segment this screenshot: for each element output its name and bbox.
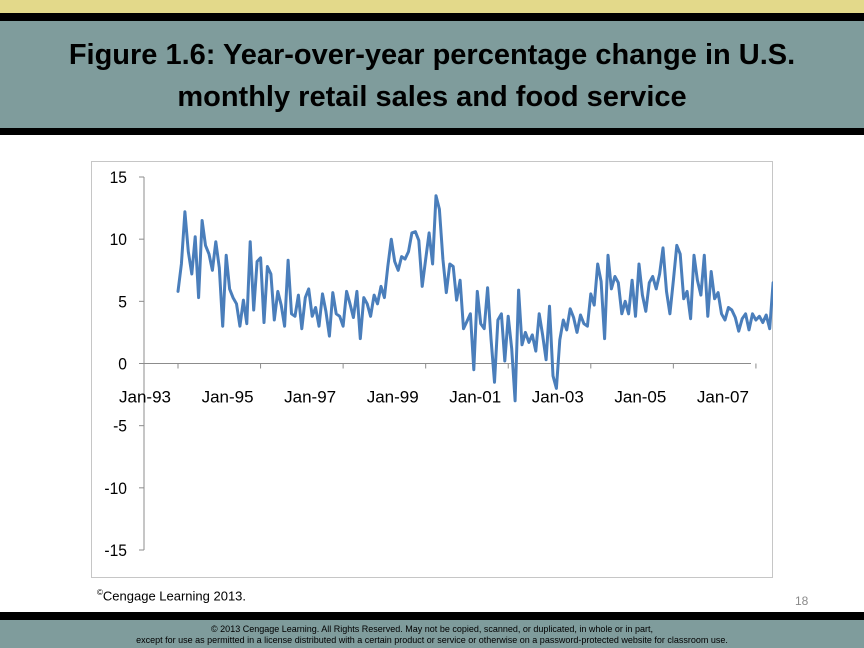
slide-title-line-1: Figure 1.6: Year-over-year percentage ch… [68,39,796,71]
y-tick-label: 15 [110,168,127,187]
x-tick-label: Jan-01 [449,388,501,407]
x-tick-label: Jan-07 [697,388,749,407]
title-banner [0,21,864,128]
title-top-rule [0,13,864,21]
copyright-symbol: © [97,588,103,597]
slide-title-line-2: monthly retail sales and food service [177,81,687,113]
x-tick-label: Jan-05 [614,388,666,407]
y-tick-label: -5 [113,417,127,436]
y-tick-label: 5 [118,293,127,312]
x-tick-label: Jan-99 [367,388,419,407]
y-tick-label: 0 [118,355,127,374]
page-number: 18 [795,594,809,608]
slide-title: Figure 1.6: Year-over-year percentage ch… [0,34,864,118]
credit-text: Cengage Learning 2013. [102,588,247,604]
y-tick-label: 10 [110,231,127,250]
top-accent-bar [0,0,864,13]
x-tick-label: Jan-95 [202,388,254,407]
footer-banner [0,620,864,648]
line-chart: 15 10 5 0 -5 -10 -15 Jan-93 Jan-95 Jan-97 Jan-99 Ja… [104,168,773,560]
x-tick-label: Jan-97 [284,388,336,407]
series-line [176,194,773,403]
x-tick-label: Jan-03 [532,388,584,407]
copyright-line-1: © 2013 Cengage Learning. All Rights Rese… [211,624,653,634]
footer-rule [0,612,864,620]
title-bottom-rule [0,128,864,135]
y-tick-label: -15 [104,541,127,560]
copyright-line-2: except for use as permitted in a license… [136,635,728,645]
x-tick-label: Jan-93 [119,388,171,407]
y-tick-label: -10 [104,479,127,498]
image-credit: ©Cengage Learning 2013. [97,588,246,603]
